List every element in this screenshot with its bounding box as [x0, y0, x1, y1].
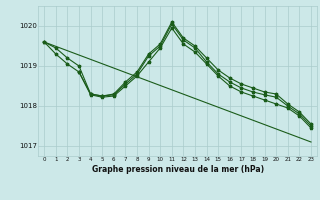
X-axis label: Graphe pression niveau de la mer (hPa): Graphe pression niveau de la mer (hPa)	[92, 165, 264, 174]
